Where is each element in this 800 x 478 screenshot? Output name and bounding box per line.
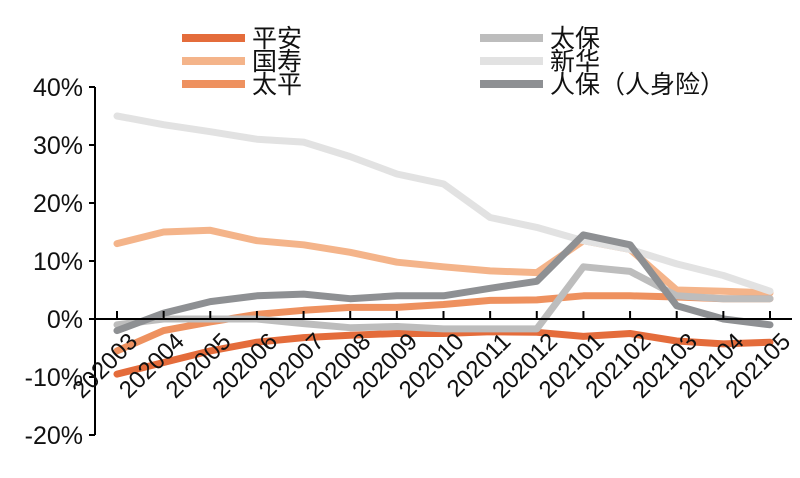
y-tick-label: 30% xyxy=(33,132,83,160)
series-line-5 xyxy=(113,231,774,335)
series-line-1 xyxy=(113,226,774,297)
legend-item: 太平 xyxy=(182,71,302,99)
series-line-0 xyxy=(113,328,774,378)
legend-item: 国寿 xyxy=(182,48,302,76)
y-tick-label: 10% xyxy=(33,248,83,276)
legend-item: 新华 xyxy=(480,48,600,76)
legend-item: 平安 xyxy=(182,25,302,53)
y-tick-label: -10% xyxy=(25,364,83,392)
legend-label: 人保（人身险） xyxy=(550,71,725,99)
legend-item: 人保（人身险） xyxy=(480,71,725,99)
y-tick-label: -20% xyxy=(25,422,83,450)
legend-label: 太平 xyxy=(252,71,302,99)
legend-label: 太保 xyxy=(550,25,600,53)
legend-label: 国寿 xyxy=(252,48,302,76)
legend-label: 新华 xyxy=(550,48,600,76)
legend-item: 太保 xyxy=(480,25,600,53)
y-axis: -20% -10% 0% 10% 20% 30% 40% xyxy=(25,74,96,450)
y-tick-label: 40% xyxy=(33,74,83,102)
y-tick-label: 0% xyxy=(47,306,83,334)
legend-label: 平安 xyxy=(252,25,302,53)
y-tick-label: 20% xyxy=(33,190,83,218)
series-line-4 xyxy=(113,112,774,295)
